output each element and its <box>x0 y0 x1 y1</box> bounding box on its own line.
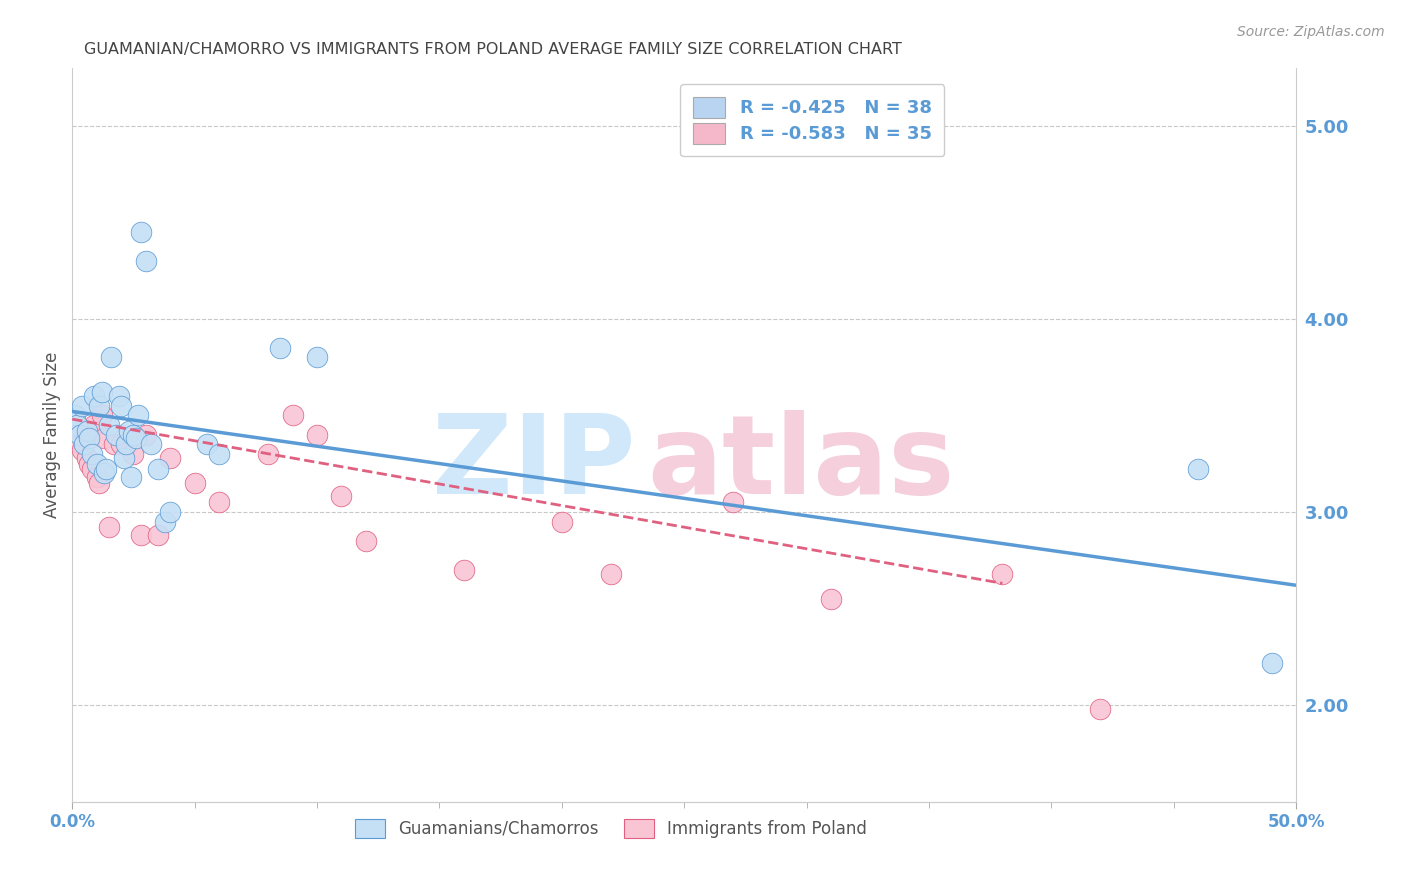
Point <box>110 399 132 413</box>
Point <box>107 389 129 403</box>
Point <box>63 427 86 442</box>
Point <box>125 432 148 446</box>
Point <box>183 475 205 490</box>
Point <box>63 409 86 423</box>
Point <box>305 427 328 442</box>
Point <box>89 399 111 413</box>
Point <box>135 427 157 442</box>
Point <box>66 432 89 446</box>
Text: GUAMANIAN/CHAMORRO VS IMMIGRANTS FROM POLAND AVERAGE FAMILY SIZE CORRELATION CHA: GUAMANIAN/CHAMORRO VS IMMIGRANTS FROM PO… <box>84 42 903 57</box>
Text: Source: ZipAtlas.com: Source: ZipAtlas.com <box>1237 25 1385 39</box>
Point <box>80 447 103 461</box>
Point <box>354 533 377 548</box>
Point <box>1260 656 1282 670</box>
Point <box>105 427 128 442</box>
Point <box>721 495 744 509</box>
Point <box>1090 702 1112 716</box>
Point <box>135 253 157 268</box>
Point <box>305 351 328 365</box>
Point <box>96 462 118 476</box>
Point <box>70 443 93 458</box>
Point <box>281 409 304 423</box>
Point <box>76 424 98 438</box>
Point <box>112 450 135 465</box>
Point <box>208 495 231 509</box>
Point <box>83 389 105 403</box>
Point <box>330 490 353 504</box>
Point <box>103 437 125 451</box>
Point <box>139 437 162 451</box>
Point <box>1187 462 1209 476</box>
Point <box>86 457 108 471</box>
Point <box>208 447 231 461</box>
Point <box>159 505 181 519</box>
Point <box>146 528 169 542</box>
Point <box>129 528 152 542</box>
Point <box>129 225 152 239</box>
Point <box>155 515 177 529</box>
Point <box>122 427 145 442</box>
Point <box>122 447 145 461</box>
Point <box>146 462 169 476</box>
Legend: Guamanians/Chamorros, Immigrants from Poland: Guamanians/Chamorros, Immigrants from Po… <box>349 812 873 845</box>
Point <box>127 409 149 423</box>
Point <box>117 424 139 438</box>
Text: atlas: atlas <box>647 410 955 517</box>
Point <box>69 427 91 442</box>
Point <box>86 470 108 484</box>
Point <box>820 591 842 606</box>
Point <box>599 566 621 581</box>
Point <box>159 450 181 465</box>
Point <box>80 462 103 476</box>
Point <box>83 417 105 432</box>
Point <box>120 470 142 484</box>
Point <box>115 437 138 451</box>
Point <box>79 457 101 471</box>
Point <box>73 424 96 438</box>
Point <box>551 515 574 529</box>
Point <box>93 432 115 446</box>
Point <box>73 437 96 451</box>
Point <box>69 437 91 451</box>
Y-axis label: Average Family Size: Average Family Size <box>44 351 60 517</box>
Point <box>100 351 122 365</box>
Point <box>89 475 111 490</box>
Point <box>257 447 280 461</box>
Point <box>76 450 98 465</box>
Point <box>97 520 120 534</box>
Point <box>269 341 291 355</box>
Point <box>70 399 93 413</box>
Point <box>453 563 475 577</box>
Point <box>90 409 112 423</box>
Point <box>93 467 115 481</box>
Point <box>991 566 1014 581</box>
Text: ZIP: ZIP <box>432 410 636 517</box>
Point <box>195 437 218 451</box>
Point <box>110 437 132 451</box>
Point <box>79 432 101 446</box>
Point <box>90 385 112 400</box>
Point <box>66 417 89 432</box>
Point <box>97 417 120 432</box>
